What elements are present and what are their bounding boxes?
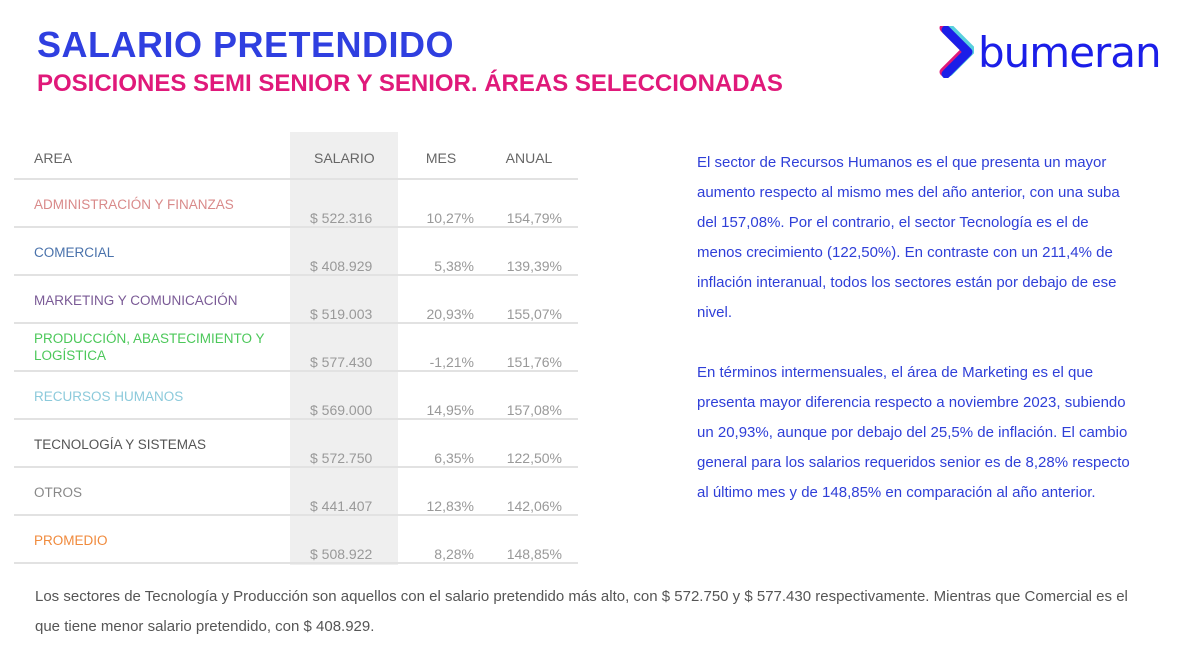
header-salario: SALARIO	[314, 150, 375, 166]
table-row: MARKETING Y COMUNICACIÓN $ 519.003 20,93…	[14, 276, 578, 324]
logo-text: bumeran	[978, 27, 1162, 77]
row-mes: -1,21%	[429, 354, 474, 370]
row-area: OTROS	[34, 485, 83, 500]
row-salario: $ 577.430	[310, 354, 373, 370]
table-row: PROMEDIO $ 508.922 8,28% 148,85%	[14, 516, 578, 564]
row-salario: $ 508.922	[310, 546, 373, 562]
row-anual: 151,76%	[506, 354, 562, 370]
row-mes: 12,83%	[426, 498, 474, 514]
header-area: AREA	[34, 150, 73, 166]
row-area: COMERCIAL	[34, 245, 115, 260]
row-area: TECNOLOGÍA Y SISTEMAS	[34, 437, 207, 452]
row-anual: 139,39%	[506, 258, 562, 274]
page-title: SALARIO PRETENDIDO	[37, 24, 455, 65]
row-area: PROMEDIO	[34, 533, 108, 548]
summary-text: Los sectores de Tecnología y Producción …	[35, 588, 1128, 635]
paragraph-annual: El sector de Recursos Humanos es el que …	[697, 154, 1120, 321]
row-anual: 142,06%	[506, 498, 562, 514]
row-anual: 155,07%	[506, 306, 562, 322]
row-area: ADMINISTRACIÓN Y FINANZAS	[34, 197, 234, 212]
row-mes: 20,93%	[426, 306, 474, 322]
row-mes: 5,38%	[434, 258, 474, 274]
row-area: PRODUCCIÓN, ABASTECIMIENTO Y LOGÍSTICA	[34, 331, 265, 363]
bumeran-chevron-icon	[939, 26, 974, 78]
row-anual: 157,08%	[506, 402, 562, 418]
row-anual: 154,79%	[506, 210, 562, 226]
row-anual: 122,50%	[506, 450, 562, 466]
row-mes: 8,28%	[434, 546, 474, 562]
bumeran-logo: bumeran	[938, 26, 1162, 78]
row-area: MARKETING Y COMUNICACIÓN	[34, 293, 238, 308]
salary-column-highlight	[290, 132, 398, 565]
row-salario: $ 569.000	[310, 402, 373, 418]
paragraph-monthly: En términos intermensuales, el área de M…	[697, 364, 1130, 501]
row-area: RECURSOS HUMANOS	[34, 389, 184, 404]
analysis-text: El sector de Recursos Humanos es el que …	[697, 148, 1137, 538]
table-row: COMERCIAL $ 408.929 5,38% 139,39%	[14, 228, 578, 276]
header-anual: ANUAL	[505, 150, 553, 166]
header-mes: MES	[425, 150, 457, 166]
row-mes: 10,27%	[426, 210, 474, 226]
row-salario: $ 408.929	[310, 258, 373, 274]
row-salario: $ 572.750	[310, 450, 373, 466]
table-row: RECURSOS HUMANOS $ 569.000 14,95% 157,08…	[14, 372, 578, 420]
table-header: AREA SALARIO MES ANUAL	[14, 132, 578, 180]
row-salario: $ 519.003	[310, 306, 373, 322]
table-row: PRODUCCIÓN, ABASTECIMIENTO Y LOGÍSTICA $…	[14, 324, 578, 372]
row-mes: 14,95%	[426, 402, 474, 418]
table-row: OTROS $ 441.407 12,83% 142,06%	[14, 468, 578, 516]
row-salario: $ 522.316	[310, 210, 373, 226]
table-row: ADMINISTRACIÓN Y FINANZAS $ 522.316 10,2…	[14, 180, 578, 228]
row-mes: 6,35%	[434, 450, 474, 466]
salary-table: AREA SALARIO MES ANUAL ADMINISTRACIÓN Y …	[14, 132, 578, 564]
table-row: TECNOLOGÍA Y SISTEMAS $ 572.750 6,35% 12…	[14, 420, 578, 468]
page-subtitle: POSICIONES SEMI SENIOR Y SENIOR. ÁREAS S…	[37, 70, 783, 97]
row-anual: 148,85%	[506, 546, 562, 562]
row-salario: $ 441.407	[310, 498, 373, 514]
